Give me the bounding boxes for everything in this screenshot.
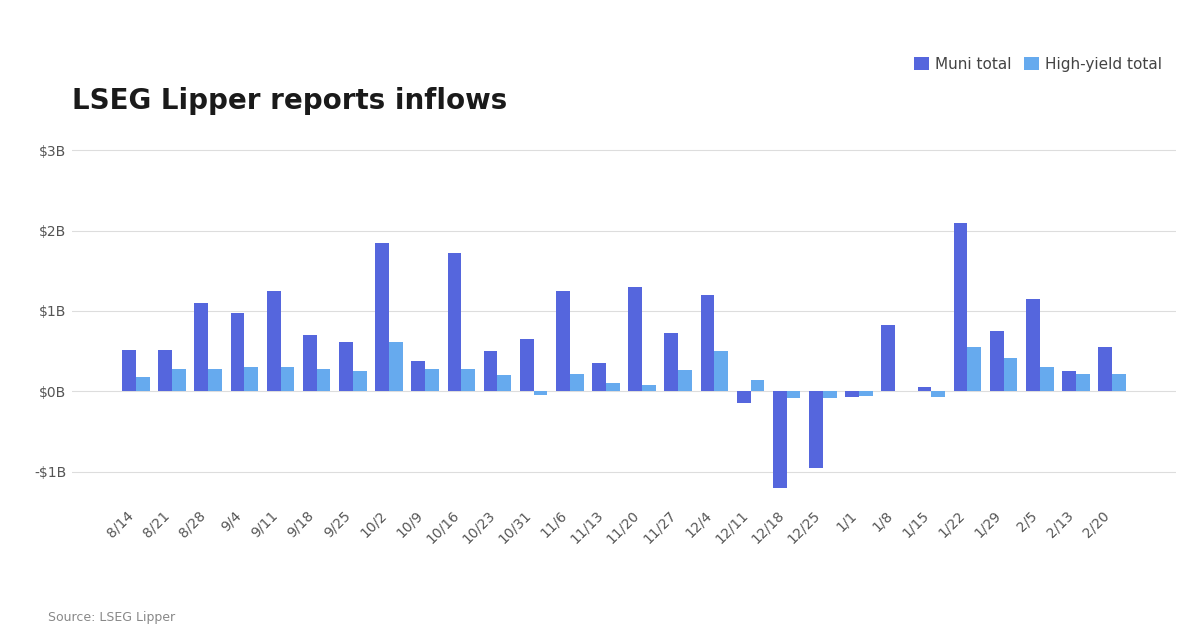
Bar bbox=[954, 222, 967, 391]
Bar bbox=[1003, 358, 1018, 391]
Bar bbox=[122, 350, 136, 391]
Bar bbox=[484, 351, 498, 391]
Bar bbox=[1062, 371, 1076, 391]
Bar bbox=[1026, 299, 1039, 391]
Bar bbox=[172, 369, 186, 391]
Bar bbox=[498, 375, 511, 391]
Bar bbox=[750, 380, 764, 391]
Bar bbox=[606, 384, 619, 391]
Text: LSEG Lipper reports inflows: LSEG Lipper reports inflows bbox=[72, 88, 508, 115]
Bar bbox=[556, 291, 570, 391]
Bar bbox=[592, 364, 606, 391]
Text: Source: LSEG Lipper: Source: LSEG Lipper bbox=[48, 610, 175, 624]
Bar bbox=[773, 391, 787, 488]
Bar bbox=[918, 387, 931, 391]
Bar bbox=[665, 333, 678, 391]
Bar bbox=[714, 351, 728, 391]
Bar bbox=[425, 369, 439, 391]
Bar bbox=[629, 287, 642, 391]
Bar bbox=[461, 369, 475, 391]
Bar bbox=[353, 371, 366, 391]
Bar bbox=[823, 391, 836, 398]
Bar bbox=[1076, 374, 1090, 391]
Bar bbox=[787, 391, 800, 398]
Bar bbox=[534, 391, 547, 396]
Bar bbox=[317, 369, 330, 391]
Bar bbox=[245, 367, 258, 391]
Bar bbox=[642, 385, 656, 391]
Bar bbox=[412, 361, 425, 391]
Bar bbox=[859, 391, 872, 396]
Bar bbox=[882, 324, 895, 391]
Bar bbox=[136, 377, 150, 391]
Bar bbox=[520, 339, 534, 391]
Bar bbox=[678, 370, 692, 391]
Bar bbox=[389, 341, 403, 391]
Bar bbox=[809, 391, 823, 468]
Bar bbox=[1112, 374, 1126, 391]
Bar bbox=[448, 253, 461, 391]
Legend: Muni total, High-yield total: Muni total, High-yield total bbox=[907, 50, 1169, 77]
Bar bbox=[376, 243, 389, 391]
Bar bbox=[967, 347, 982, 391]
Bar bbox=[266, 291, 281, 391]
Bar bbox=[158, 350, 172, 391]
Bar bbox=[230, 313, 245, 391]
Bar bbox=[990, 331, 1003, 391]
Bar bbox=[737, 391, 750, 403]
Bar bbox=[194, 303, 209, 391]
Bar bbox=[570, 374, 583, 391]
Bar bbox=[845, 391, 859, 397]
Bar bbox=[1098, 347, 1112, 391]
Bar bbox=[281, 367, 294, 391]
Bar bbox=[340, 341, 353, 391]
Bar bbox=[1039, 367, 1054, 391]
Bar bbox=[209, 369, 222, 391]
Bar bbox=[302, 335, 317, 391]
Bar bbox=[931, 391, 946, 397]
Bar bbox=[701, 295, 714, 391]
